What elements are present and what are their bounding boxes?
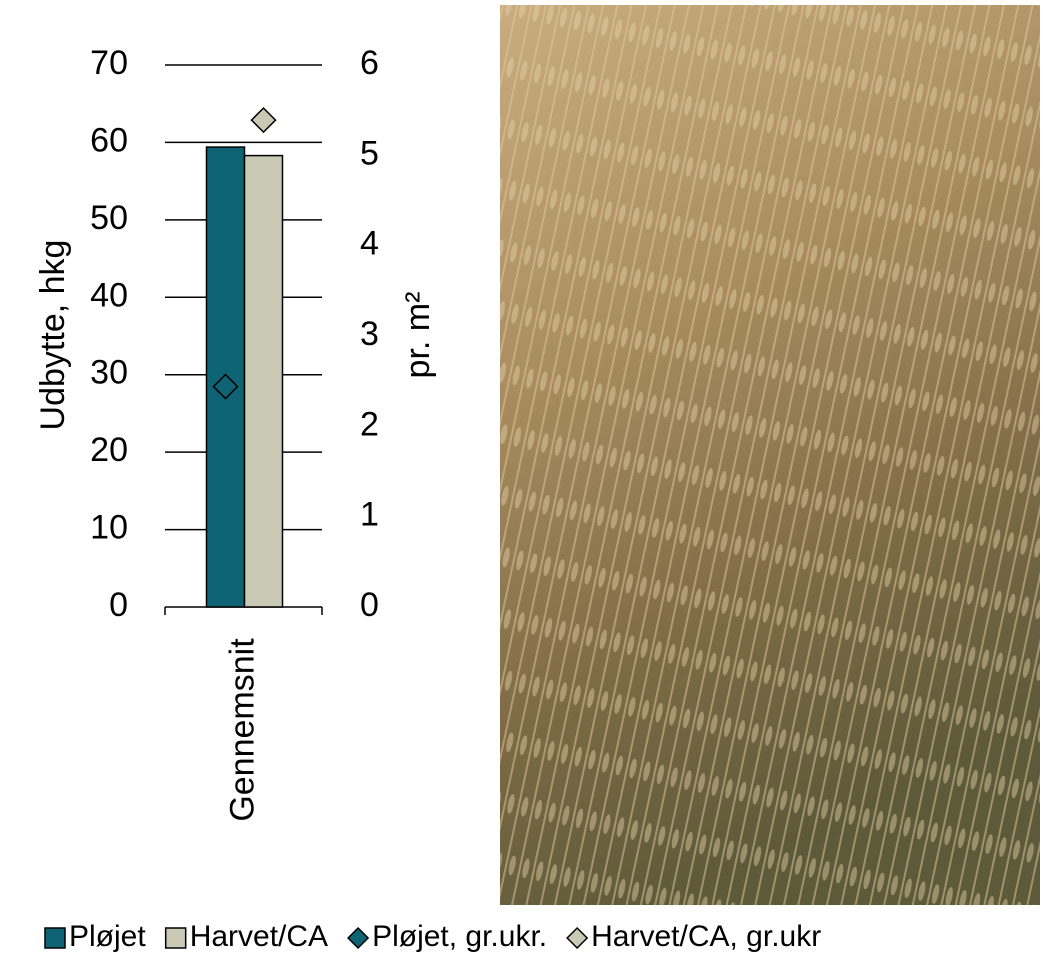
bar xyxy=(243,154,284,608)
x-tick-label: Gennemsnit xyxy=(223,638,261,822)
y2-axis-label: pr. m² xyxy=(399,292,437,379)
legend-label: Pløjet, gr.ukr. xyxy=(372,920,547,953)
y2-tick-label: 1 xyxy=(360,496,379,534)
marker xyxy=(250,107,277,134)
legend-swatch xyxy=(44,927,66,949)
y-tick-label: 0 xyxy=(109,586,128,624)
marker xyxy=(212,373,239,400)
y-tick-label: 50 xyxy=(90,199,128,237)
legend-swatch xyxy=(164,927,187,949)
y-tick-label: 20 xyxy=(90,431,128,469)
legend-swatch xyxy=(566,926,589,950)
y2-tick-label: 2 xyxy=(360,405,379,443)
legend-label: Pløjet xyxy=(69,920,146,953)
y2-tick-label: 3 xyxy=(360,315,379,353)
y2-tick-label: 4 xyxy=(360,225,379,263)
photo-texture xyxy=(500,5,1040,905)
y-tick-label: 60 xyxy=(90,121,128,159)
y-axis-label: Udbytte, hkg xyxy=(34,240,72,431)
y2-tick-label: 5 xyxy=(360,134,379,172)
legend-label: Harvet/CA, gr.ukr xyxy=(591,920,821,953)
y-tick-label: 70 xyxy=(90,44,128,82)
legend-label: Harvet/CA xyxy=(190,920,328,953)
y-tick-label: 10 xyxy=(90,509,128,547)
y-tick-label: 40 xyxy=(90,276,128,314)
y-tick-label: 30 xyxy=(90,354,128,392)
legend-swatch xyxy=(347,926,370,950)
y2-tick-label: 0 xyxy=(360,586,379,624)
y2-tick-label: 6 xyxy=(360,44,379,82)
